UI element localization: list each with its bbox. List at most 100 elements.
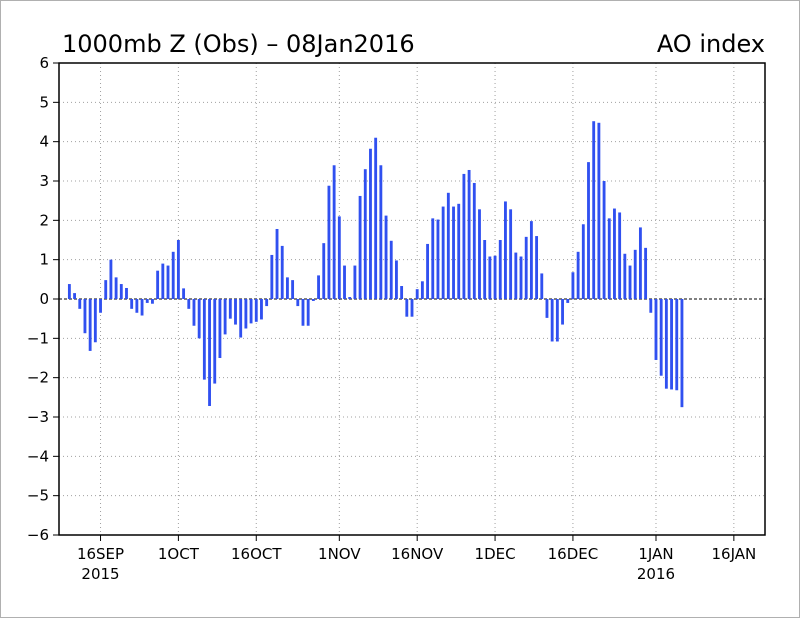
chart-subtitle: AO index [657, 30, 765, 58]
ao-bar [613, 208, 616, 299]
ao-bar [446, 192, 450, 299]
ao-bar [135, 299, 139, 313]
ao-bar [187, 299, 191, 309]
ao-bar [104, 280, 108, 299]
ao-bar [379, 165, 383, 299]
x-tick-label: 1NOV [318, 545, 361, 563]
ao-bar [566, 299, 570, 303]
ao-bar [171, 251, 175, 299]
ao-bar [509, 209, 513, 299]
ao-bar [109, 259, 113, 299]
ao-bar [67, 284, 71, 299]
ao-bar [462, 173, 466, 299]
y-tick-label: −2 [27, 369, 49, 387]
x-tick-year-label: 2015 [81, 565, 119, 583]
ao-bar [389, 240, 393, 299]
ao-bar [306, 299, 310, 326]
chart-title: 1000mb Z (Obs) – 08Jan2016 [62, 30, 415, 58]
ao-bar [88, 299, 92, 351]
y-tick-label: 3 [39, 172, 49, 190]
ao-bar [400, 286, 404, 299]
ao-bar [524, 236, 528, 299]
ao-bar [197, 299, 201, 339]
ao-bar [260, 299, 263, 320]
ao-bar [535, 236, 539, 299]
ao-bar [504, 201, 507, 299]
ao-bar [332, 165, 336, 299]
ao-bar [581, 224, 585, 299]
ao-bar [571, 272, 575, 299]
x-tick-year-label: 2016 [637, 565, 675, 583]
ao-bar [457, 203, 461, 299]
ao-bar [119, 284, 123, 299]
ao-bar [550, 299, 554, 342]
y-axis-ticks: −6 −5 −4 −3 −2 −1 0 1 2 3 4 5 6 [27, 54, 59, 544]
ao-bar [592, 121, 596, 299]
ao-bar [296, 299, 300, 307]
ao-bar [83, 299, 87, 334]
y-tick-label: −5 [27, 487, 49, 505]
ao-bar [452, 206, 455, 299]
ao-bar [576, 251, 580, 299]
ao-bar [234, 299, 237, 325]
ao-bar [93, 299, 97, 343]
ao-bar [358, 195, 362, 299]
ao-bar [249, 299, 253, 324]
ao-bar [317, 275, 320, 299]
x-tick-label: 1DEC [475, 545, 516, 563]
ao-bar [213, 299, 217, 384]
ao-bar [161, 263, 165, 299]
ao-bar [130, 299, 134, 309]
ao-bar [670, 299, 673, 390]
ao-bar [244, 299, 248, 329]
y-tick-label: 6 [39, 54, 49, 72]
y-tick-label: 4 [39, 133, 49, 151]
ao-bar [519, 256, 523, 299]
ao-bar [254, 299, 258, 322]
ao-bar [311, 299, 315, 301]
ao-bar [265, 299, 269, 307]
ao-bar [218, 299, 222, 358]
ao-bar [420, 281, 424, 299]
ao-bar [426, 243, 430, 299]
y-tick-label: 2 [39, 211, 49, 229]
y-tick-label: −1 [27, 329, 49, 347]
ao-bar [140, 299, 144, 316]
x-tick-label: 1JAN [638, 545, 673, 563]
ao-bar [291, 280, 295, 299]
x-tick-label: 16SEP [77, 545, 124, 563]
ao-bar [73, 293, 77, 299]
ao-bar [228, 299, 232, 319]
ao-bar [384, 215, 388, 299]
ao-bar [343, 265, 346, 299]
x-tick-label: 16DEC [548, 545, 599, 563]
ao-bar [664, 299, 668, 389]
ao-bar [478, 209, 481, 299]
y-tick-label: 0 [39, 290, 49, 308]
ao-bar [270, 254, 274, 299]
x-tick-label: 16JAN [711, 545, 756, 563]
ao-bar [561, 299, 564, 325]
ao-bar [680, 299, 684, 408]
ao-bar [208, 299, 211, 406]
ao-bar [644, 247, 648, 299]
ao-bar [301, 299, 305, 326]
ao-bar [602, 181, 606, 299]
y-tick-label: 1 [39, 251, 49, 269]
ao-bar [285, 277, 289, 299]
ao-bar [192, 299, 196, 326]
x-axis-ticks: 16SEP 2015 1OCT 16OCT 1NOV 16NOV 1DEC 16DEC 1JAN… [77, 535, 756, 583]
ao-bar [322, 243, 326, 299]
ao-bar [472, 182, 476, 299]
ao-bar [176, 240, 180, 299]
ao-bar [675, 299, 679, 391]
ao-bar [597, 122, 601, 299]
ao-bar [223, 299, 227, 335]
y-tick-label: −6 [27, 526, 49, 544]
ao-bar [405, 299, 409, 317]
ao-bar [114, 277, 118, 299]
ao-bar [275, 228, 279, 299]
ao-bar [410, 299, 414, 317]
